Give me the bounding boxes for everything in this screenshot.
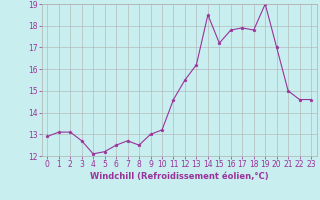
X-axis label: Windchill (Refroidissement éolien,°C): Windchill (Refroidissement éolien,°C) bbox=[90, 172, 268, 181]
